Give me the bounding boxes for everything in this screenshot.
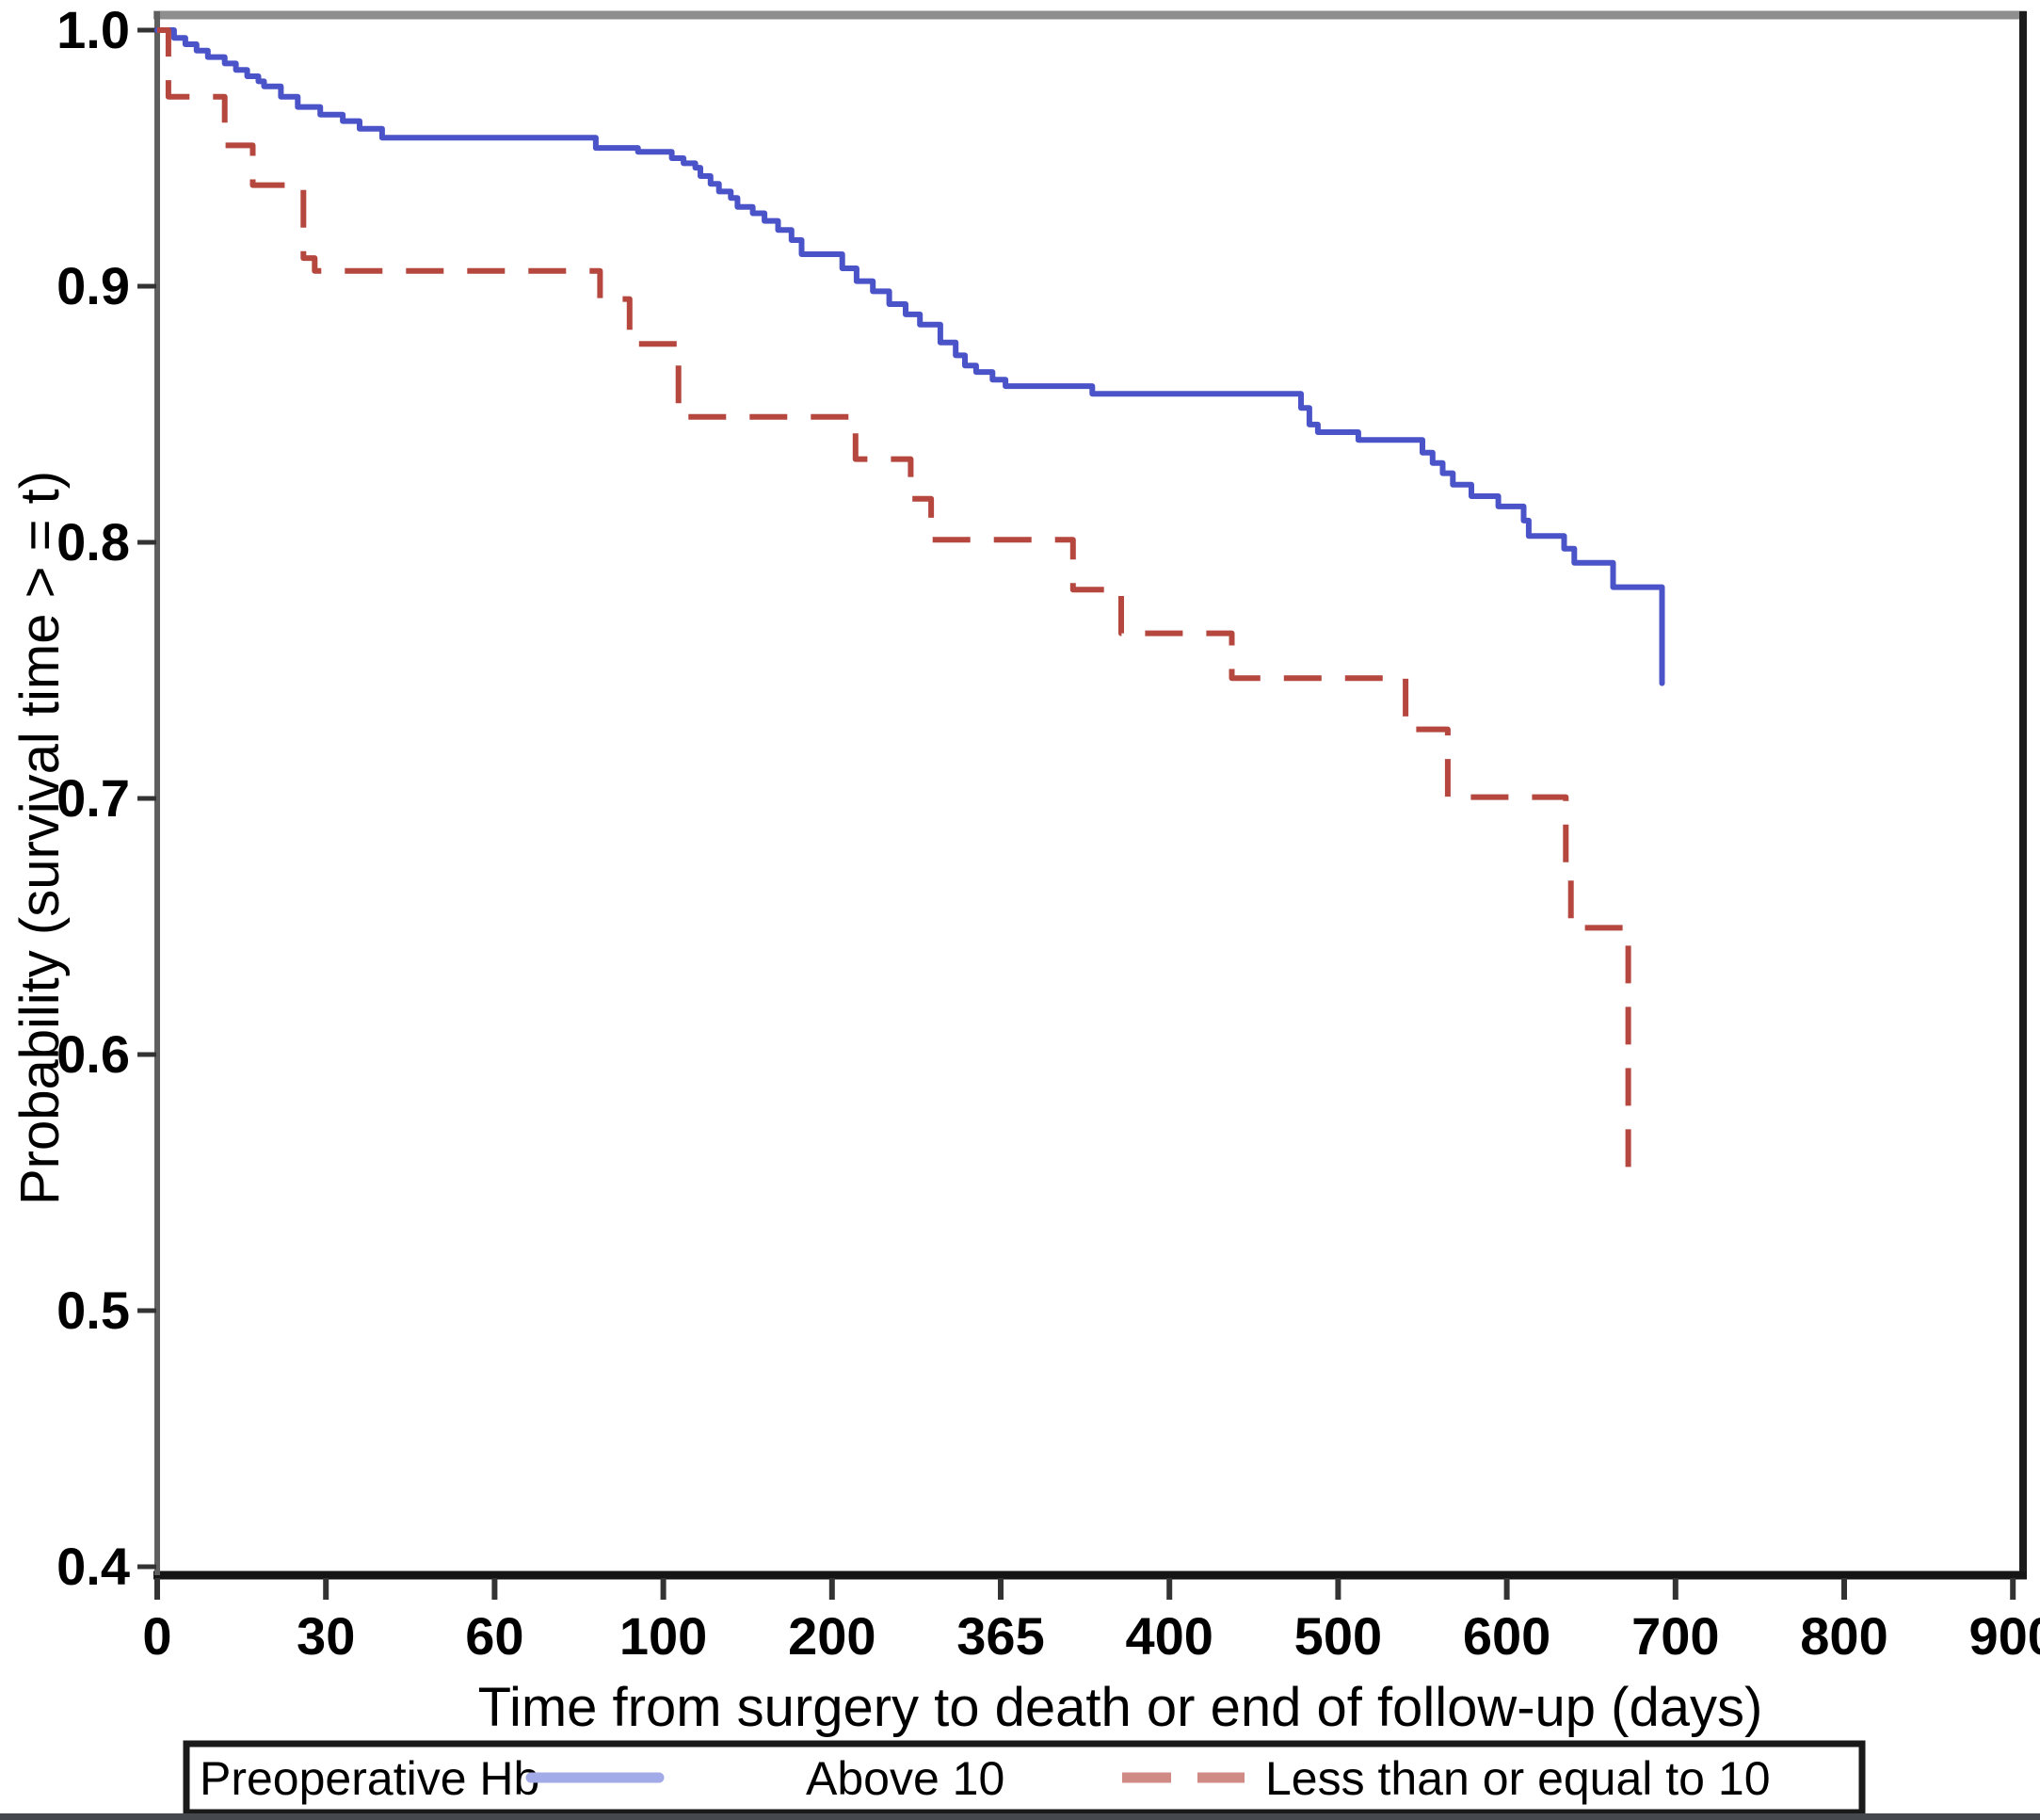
- x-tick-label: 700: [1631, 1606, 1719, 1666]
- x-tick-label: 600: [1463, 1606, 1550, 1666]
- legend-item-above10: Above 10: [806, 1752, 1004, 1805]
- bottom-edge-strip: [0, 1813, 2040, 1820]
- legend-item-le10: Less than or equal to 10: [1265, 1752, 1771, 1805]
- x-tick-label: 100: [619, 1606, 707, 1666]
- legend: Preoperative Hb Above 10 Less than or eq…: [183, 1740, 1866, 1816]
- y-tick-label: 1.0: [56, 0, 130, 59]
- x-tick-label: 365: [956, 1606, 1044, 1666]
- survival-curves: [154, 27, 1665, 1184]
- y-axis-ticks: 1.0 0.9 0.8 0.7 0.6 0.5 0.4: [56, 0, 156, 1596]
- y-tick-label: 0.9: [56, 256, 130, 315]
- y-tick-label: 0.6: [56, 1024, 130, 1084]
- legend-box: [183, 1740, 1866, 1816]
- y-tick-label: 0.4: [56, 1537, 130, 1596]
- x-tick-label: 900: [1968, 1606, 2040, 1666]
- y-axis-title: Probability (survival time > = t): [9, 471, 71, 1205]
- x-tick-label: 200: [788, 1606, 875, 1666]
- curve-hb-above-10: [154, 27, 1665, 686]
- x-tick-label: 0: [142, 1606, 171, 1666]
- x-tick-label: 400: [1125, 1606, 1213, 1666]
- x-tick-label: 60: [465, 1606, 523, 1666]
- y-tick-label: 0.7: [56, 768, 130, 828]
- y-tick-label: 0.8: [56, 512, 130, 572]
- x-axis-ticks: 0 30 60 100 200 365 400 500 600 700 800 900: [142, 1578, 2040, 1666]
- plot-frame: [153, 10, 2027, 1580]
- curve-hb-le-10: [157, 27, 1631, 1184]
- y-tick-label: 0.5: [56, 1280, 130, 1340]
- x-tick-label: 30: [297, 1606, 355, 1666]
- x-tick-label: 500: [1294, 1606, 1382, 1666]
- x-axis-title: Time from surgery to death or end of fol…: [478, 1677, 1763, 1738]
- legend-title: Preoperative Hb: [200, 1752, 539, 1805]
- x-tick-label: 800: [1800, 1606, 1887, 1666]
